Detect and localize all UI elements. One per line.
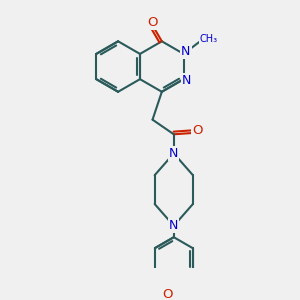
- Text: CH₃: CH₃: [199, 34, 218, 44]
- Text: N: N: [181, 45, 190, 58]
- Text: O: O: [147, 16, 158, 29]
- Text: O: O: [193, 124, 203, 137]
- Text: N: N: [169, 219, 178, 232]
- Text: O: O: [163, 288, 173, 300]
- Text: N: N: [182, 74, 191, 87]
- Text: N: N: [169, 147, 178, 160]
